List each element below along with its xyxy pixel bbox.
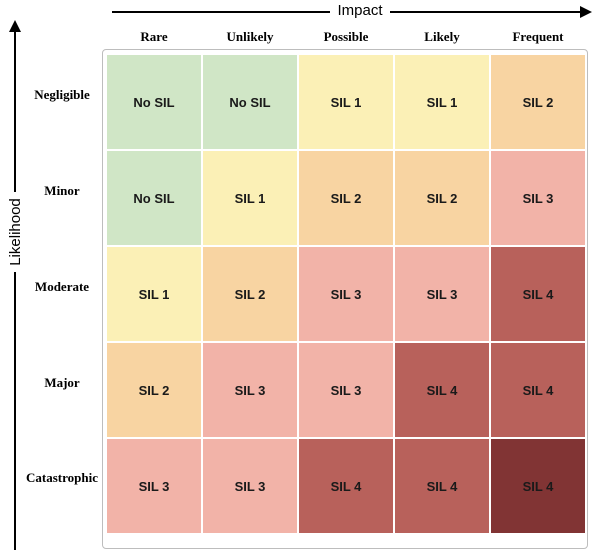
cell-label: SIL 2 [330,190,362,206]
impact-axis-line [390,11,582,13]
matrix-cell: SIL 3 [202,342,298,438]
matrix-cell: SIL 4 [394,438,490,534]
matrix-cell: SIL 2 [490,54,586,150]
matrix-cell: No SIL [106,150,202,246]
risk-matrix: No SIL No SIL SIL 1 SIL 1 SIL 2 No SIL S… [106,54,586,534]
column-header-possible: Possible [323,29,369,44]
impact-axis-line [112,11,330,13]
cell-label: SIL 1 [426,94,458,110]
matrix-cell: SIL 3 [394,246,490,342]
matrix-cell: SIL 3 [106,438,202,534]
matrix-cell: SIL 3 [202,438,298,534]
likelihood-axis: Likelihood [6,20,26,550]
matrix-cell: No SIL [202,54,298,150]
cell-label: SIL 3 [426,286,458,302]
matrix-cell: No SIL [106,54,202,150]
column-header-rare: Rare [140,29,168,44]
matrix-cell: SIL 4 [490,438,586,534]
cell-label: SIL 4 [522,382,554,398]
matrix-cell: SIL 1 [298,54,394,150]
column-header-likely: Likely [424,29,460,44]
matrix-cell: SIL 3 [298,246,394,342]
row-header-minor: Minor [44,183,80,198]
cell-label: SIL 4 [426,478,458,494]
cell-label: SIL 3 [330,286,362,302]
matrix-cell: SIL 2 [394,150,490,246]
cell-label: SIL 1 [234,190,266,206]
cell-label: SIL 2 [234,286,266,302]
cell-label: No SIL [133,94,175,110]
cell-label: No SIL [133,190,175,206]
cell-label: SIL 3 [138,478,170,494]
cell-label: SIL 4 [426,382,458,398]
impact-axis-title: Impact [337,2,383,19]
column-header-unlikely: Unlikely [226,29,274,44]
row-header-catastrophic: Catastrophic [26,470,98,485]
row-header-moderate: Moderate [34,279,90,294]
cell-label: SIL 1 [138,286,170,302]
impact-axis: Impact [112,0,592,24]
likelihood-axis-line [14,30,16,192]
matrix-cell: SIL 3 [298,342,394,438]
matrix-cell: SIL 1 [106,246,202,342]
cell-label: SIL 3 [234,478,266,494]
likelihood-axis-title: Likelihood [7,198,24,266]
cell-label: SIL 3 [234,382,266,398]
row-header-negligible: Negligible [34,87,90,102]
cell-label: SIL 4 [522,286,554,302]
cell-label: SIL 3 [330,382,362,398]
column-header-frequent: Frequent [512,29,564,44]
matrix-cell: SIL 4 [298,438,394,534]
cell-label: SIL 2 [522,94,554,110]
matrix-cell: SIL 2 [202,246,298,342]
matrix-cell: SIL 1 [202,150,298,246]
cell-label: SIL 2 [138,382,170,398]
up-arrow-icon [9,20,21,32]
matrix-cell: SIL 1 [394,54,490,150]
matrix-cell: SIL 3 [490,150,586,246]
cell-label: No SIL [229,94,271,110]
matrix-cell: SIL 2 [106,342,202,438]
cell-label: SIL 1 [330,94,362,110]
likelihood-axis-line [14,272,16,550]
cell-label: SIL 4 [330,478,362,494]
matrix-cell: SIL 4 [394,342,490,438]
matrix-cell: SIL 4 [490,342,586,438]
matrix-cell: SIL 4 [490,246,586,342]
matrix-cell: SIL 2 [298,150,394,246]
right-arrow-icon [580,6,592,18]
cell-label: SIL 4 [522,478,554,494]
cell-label: SIL 3 [522,190,554,206]
cell-label: SIL 2 [426,190,458,206]
row-header-major: Major [44,375,80,390]
